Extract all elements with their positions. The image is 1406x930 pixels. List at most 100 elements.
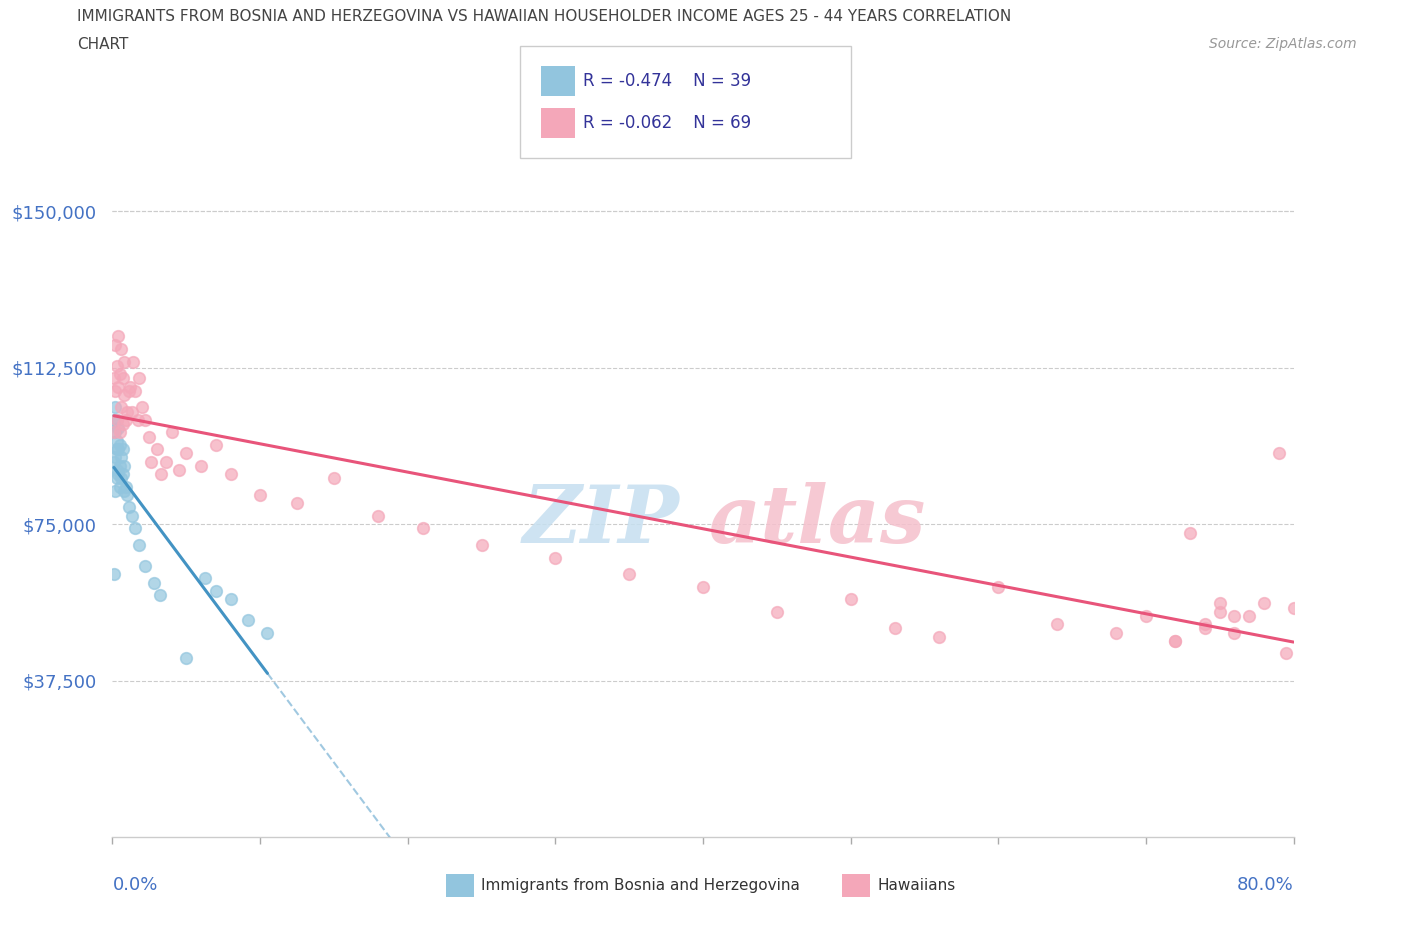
Point [105,358,128,373]
Point [160,425,183,440]
Point [219,467,242,482]
Point [112,354,135,369]
Point [256,625,278,640]
Point [238,613,260,628]
Point [105,471,128,485]
Point [139,454,162,469]
Point [108,437,131,452]
Point [117,405,138,419]
Point [127,413,149,428]
Text: Hawaiians: Hawaiians [877,878,956,893]
Point [1164,633,1187,648]
Point [107,467,129,482]
Point [1194,617,1216,631]
Point [1223,625,1246,640]
Point [110,471,132,485]
Point [112,484,135,498]
Point [111,467,134,482]
Point [1253,596,1275,611]
Point [219,591,242,606]
Point [619,566,641,581]
Point [149,588,172,603]
Text: 0.0%: 0.0% [112,876,157,894]
Point [110,450,132,465]
Point [105,462,128,477]
Text: Source: ZipAtlas.com: Source: ZipAtlas.com [1209,37,1357,51]
Point [103,425,125,440]
Point [1275,646,1298,661]
Point [107,329,129,344]
Text: R = -0.062    N = 69: R = -0.062 N = 69 [583,113,752,132]
Point [103,371,125,386]
Point [174,650,197,665]
Point [205,583,228,598]
Point [470,538,494,552]
Point [928,630,950,644]
Point [692,579,714,594]
Point [105,442,128,457]
Point [1105,625,1128,640]
Point [114,413,136,428]
Point [884,621,907,636]
Point [167,462,190,477]
Point [108,425,131,440]
Point [146,442,169,457]
Point [128,371,150,386]
Point [1239,608,1261,623]
Point [118,500,141,515]
Point [120,379,142,394]
Point [104,383,127,398]
Point [174,445,197,460]
Point [108,458,131,473]
Point [411,521,433,536]
Point [128,538,150,552]
Point [1268,445,1291,460]
Text: ZIP: ZIP [523,482,679,559]
Point [249,487,271,502]
Point [121,509,143,524]
Point [110,400,132,415]
Point [1208,596,1232,611]
Point [111,442,134,457]
Point [205,437,228,452]
Point [766,604,789,619]
Point [1164,633,1187,648]
Text: 80.0%: 80.0% [1237,876,1294,894]
Point [1194,621,1216,636]
Point [138,429,160,444]
Point [117,487,138,502]
Point [104,338,127,352]
Point [134,413,156,428]
Point [839,591,862,606]
Point [323,471,346,485]
Point [108,366,131,381]
Point [285,496,308,511]
Text: CHART: CHART [77,37,129,52]
Point [104,425,127,440]
Point [112,458,135,473]
Point [122,354,145,369]
Point [105,413,128,428]
Point [124,383,146,398]
Point [1046,617,1069,631]
Point [142,575,165,590]
Point [105,433,128,448]
Point [131,400,153,415]
Point [114,479,136,494]
Text: Immigrants from Bosnia and Herzegovina: Immigrants from Bosnia and Herzegovina [481,878,800,893]
Point [987,579,1010,594]
Point [367,509,389,524]
Point [155,454,177,469]
Point [190,458,212,473]
Point [107,379,129,394]
Point [107,420,129,435]
Point [111,371,134,386]
Point [1178,525,1201,540]
Text: atlas: atlas [709,482,927,559]
Point [108,479,131,494]
Point [103,454,125,469]
Point [111,417,134,432]
Point [104,450,127,465]
Point [544,551,567,565]
Point [105,413,128,428]
